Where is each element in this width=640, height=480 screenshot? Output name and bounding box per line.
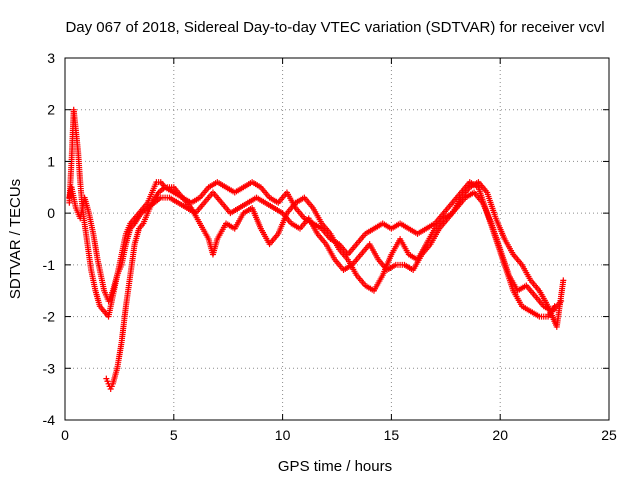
x-tick-label: 10 bbox=[275, 427, 291, 443]
plot-frame bbox=[64, 57, 610, 421]
y-tick-label: -1 bbox=[43, 257, 56, 273]
y-tick-label: -3 bbox=[43, 360, 56, 376]
y-tick-label: 2 bbox=[47, 102, 55, 118]
x-axis-label: GPS time / hours bbox=[278, 458, 392, 475]
data-point bbox=[560, 277, 567, 284]
x-tick-label: 0 bbox=[61, 427, 69, 443]
y-tick-label: 3 bbox=[47, 50, 55, 66]
x-tick-label: 25 bbox=[601, 427, 617, 443]
y-tick-label: -2 bbox=[43, 309, 56, 325]
data-points bbox=[66, 106, 567, 392]
y-tick-label: 1 bbox=[47, 153, 55, 169]
series-receiver-a bbox=[66, 106, 558, 320]
chart-title: Day 067 of 2018, Sidereal Day-to-day VTE… bbox=[65, 19, 604, 36]
ticks: 0 5 10 15 20 25 -4 -3 -2 -1 0 1 2 3 bbox=[43, 50, 617, 443]
y-tick-label: -4 bbox=[43, 412, 56, 428]
grid bbox=[65, 58, 609, 420]
series-receiver-c bbox=[103, 179, 567, 392]
x-tick-label: 15 bbox=[384, 427, 400, 443]
y-axis-label: SDTVAR / TECUs bbox=[7, 179, 24, 299]
x-tick-label: 20 bbox=[492, 427, 508, 443]
y-tick-label: 0 bbox=[47, 205, 55, 221]
x-tick-label: 5 bbox=[170, 427, 178, 443]
